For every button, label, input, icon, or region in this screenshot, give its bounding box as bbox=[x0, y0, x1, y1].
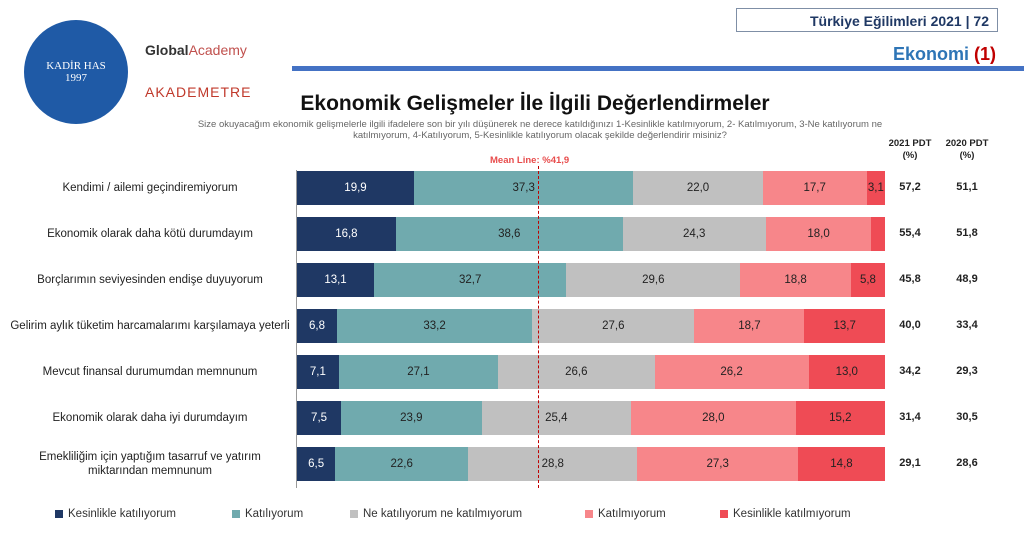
legend-item: Katılmıyorum bbox=[585, 508, 666, 520]
bar-segment: 13,7 bbox=[804, 309, 885, 343]
bar-segment: 22,6 bbox=[335, 447, 469, 481]
bar-segment: 27,1 bbox=[338, 355, 499, 389]
category-label: Ekonomik olarak daha kötü durumdayım bbox=[47, 228, 253, 240]
bar-segment: 22,0 bbox=[633, 171, 763, 205]
legend-label: Katılıyorum bbox=[245, 508, 304, 520]
bar-segment: 27,6 bbox=[532, 309, 695, 343]
report-title: Türkiye Eğilimleri 2021 bbox=[809, 13, 962, 29]
header-rule bbox=[292, 66, 1024, 71]
pdt-2020-value: 33,4 bbox=[956, 319, 978, 331]
section-title: Ekonomi (1) bbox=[893, 44, 996, 65]
pdt-2021-value: 34,2 bbox=[899, 365, 921, 377]
section-name: Ekonomi bbox=[892, 44, 969, 64]
bar-segment: 13,1 bbox=[297, 263, 375, 297]
chart-title: Ekonomik Gelişmeler İle İlgili Değerlend… bbox=[300, 92, 770, 115]
page-number: 72 bbox=[973, 13, 989, 29]
bar-segment: 32,7 bbox=[374, 263, 567, 297]
bar-segment: 5,8 bbox=[850, 263, 885, 297]
legend-swatch bbox=[232, 510, 240, 518]
bar-segment: 18,7 bbox=[694, 309, 805, 343]
bar-segment: 18,0 bbox=[765, 217, 872, 251]
bar-segment: 28,8 bbox=[468, 447, 638, 481]
akademetre-logo: AKADEMETRE bbox=[145, 84, 252, 100]
legend-label: Katılmıyorum bbox=[598, 508, 666, 520]
pdt-2020-value: 51,8 bbox=[956, 227, 978, 239]
category-label: Borçlarımın seviyesinden endişe duyuyoru… bbox=[37, 274, 263, 286]
bar-segment: 29,6 bbox=[566, 263, 741, 297]
bar-segment bbox=[871, 217, 885, 251]
pdt-2020-value: 28,6 bbox=[956, 457, 978, 469]
bar-segment: 19,9 bbox=[297, 171, 414, 205]
pdt-2021-value: 31,4 bbox=[899, 411, 921, 423]
bar-segment: 14,8 bbox=[797, 447, 885, 481]
section-number: (1) bbox=[974, 44, 996, 64]
legend-item: Kesinlikle katılmıyorum bbox=[720, 508, 851, 520]
global-academy-logo: GlobalAcademy bbox=[145, 42, 247, 58]
bar-segment: 26,6 bbox=[498, 355, 655, 389]
pdt-2021-value: 29,1 bbox=[899, 457, 921, 469]
logo-global: Global bbox=[145, 42, 189, 58]
bar-segment: 15,2 bbox=[795, 401, 885, 435]
legend-item: Kesinlikle katılıyorum bbox=[55, 508, 176, 520]
bar-segment: 27,3 bbox=[637, 447, 798, 481]
legend-swatch bbox=[55, 510, 63, 518]
col-header-2021: 2021 PDT (%) bbox=[888, 138, 932, 161]
category-label: Gelirim aylık tüketim harcamalarımı karş… bbox=[10, 320, 290, 332]
legend-item: Katılıyorum bbox=[232, 508, 303, 520]
bar-segment: 38,6 bbox=[395, 217, 623, 251]
col-header-2020: 2020 PDT (%) bbox=[945, 138, 989, 161]
bar-segment: 26,2 bbox=[654, 355, 809, 389]
logo-academy: Academy bbox=[188, 42, 247, 58]
pdt-2021-value: 57,2 bbox=[899, 181, 921, 193]
bar-segment: 3,1 bbox=[866, 171, 885, 205]
pdt-2020-value: 29,3 bbox=[956, 365, 978, 377]
category-label: Emekliliğim için yaptığım tasarruf ve ya… bbox=[39, 451, 261, 477]
bar-segment: 6,5 bbox=[297, 447, 336, 481]
report-title-box: Türkiye Eğilimleri 2021 | 72 bbox=[736, 8, 998, 32]
bar-segment: 13,0 bbox=[808, 355, 885, 389]
pdt-2020-value: 51,1 bbox=[956, 181, 978, 193]
chart-subtitle: Size okuyacağım ekonomik gelişmelerle il… bbox=[197, 119, 883, 141]
pdt-2020-value: 30,5 bbox=[956, 411, 978, 423]
bar-segment: 18,8 bbox=[740, 263, 851, 297]
legend-label: Kesinlikle katılıyorum bbox=[68, 508, 177, 520]
bar-segment: 23,9 bbox=[341, 401, 482, 435]
legend-label: Kesinlikle katılmıyorum bbox=[733, 508, 851, 520]
category-label: Mevcut finansal durumumdan memnunum bbox=[42, 366, 258, 378]
university-seal-logo: KADİR HAS 1997 bbox=[24, 20, 128, 124]
legend-swatch bbox=[720, 510, 728, 518]
pdt-2021-value: 45,8 bbox=[899, 273, 921, 285]
legend-item: Ne katılıyorum ne katılmıyorum bbox=[350, 508, 522, 520]
bar-segment: 33,2 bbox=[336, 309, 533, 343]
bar-segment: 24,3 bbox=[622, 217, 766, 251]
pdt-2021-value: 40,0 bbox=[899, 319, 921, 331]
category-label: Kendimi / ailemi geçindiremiyorum bbox=[62, 182, 238, 194]
category-label: Ekonomik olarak daha iyi durumdayım bbox=[52, 412, 248, 424]
legend-swatch bbox=[350, 510, 358, 518]
bar-segment: 7,1 bbox=[297, 355, 339, 389]
bar-segment: 37,3 bbox=[414, 171, 634, 205]
legend-swatch bbox=[585, 510, 593, 518]
mean-line-label: Mean Line: %41,9 bbox=[490, 155, 570, 166]
bar-segment: 25,4 bbox=[481, 401, 631, 435]
mean-line bbox=[538, 166, 540, 488]
bar-segment: 16,8 bbox=[297, 217, 396, 251]
bar-segment: 7,5 bbox=[297, 401, 342, 435]
legend-label: Ne katılıyorum ne katılmıyorum bbox=[363, 508, 523, 520]
bar-segment: 28,0 bbox=[630, 401, 796, 435]
y-axis bbox=[296, 170, 297, 488]
pdt-2020-value: 48,9 bbox=[956, 273, 978, 285]
bar-segment: 17,7 bbox=[762, 171, 867, 205]
bar-segment: 6,8 bbox=[297, 309, 337, 343]
pdt-2021-value: 55,4 bbox=[899, 227, 921, 239]
